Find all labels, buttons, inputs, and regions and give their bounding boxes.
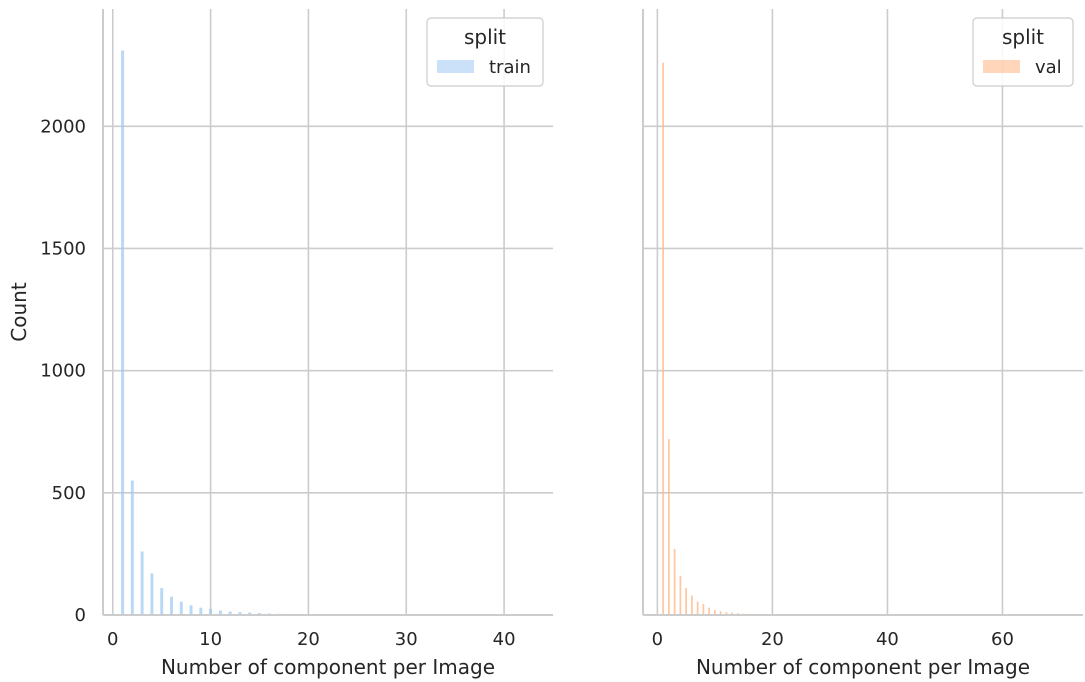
x-tick-label: 40 [493,629,516,650]
bar-train-12 [228,611,232,615]
bar-val-4 [679,575,682,615]
bar-val-1 [662,62,664,616]
bar-train-11 [218,610,222,615]
x-tick-label: 30 [395,629,418,650]
x-tick-label: 0 [107,629,118,650]
bar-train-1 [121,50,125,615]
x-axis-label: Number of component per Image [161,655,495,679]
legend-swatch-train [437,60,474,73]
x-axis-label: Number of component per Image [696,655,1030,679]
legend: split train [426,17,544,87]
x-tick-label: 40 [876,629,899,650]
legend-swatch-val [983,60,1020,73]
bar-val-7 [696,601,699,615]
bar-val-5 [685,588,687,615]
bar-train-13 [238,612,242,615]
bar-train-10 [209,608,213,615]
x-tick-label: 60 [991,629,1014,650]
x-tick-label: 0 [652,629,663,650]
y-axis-label: Count [7,282,31,342]
x-tick-label: 10 [199,629,222,650]
legend: split val [972,17,1074,87]
y-tick-label: 2000 [40,116,86,137]
chart-panel-1: 0 10 20 30 40 0 500 1000 1500 2000 Number of compo… [7,9,553,679]
bar-train-7 [179,601,183,615]
y-tick-label: 500 [52,483,86,504]
bar-train-2 [130,480,134,615]
y-tick-label: 1500 [40,238,86,259]
y-tick-label: 1000 [40,361,86,382]
bar-val-9 [708,607,711,615]
bar-train-6 [170,596,173,615]
bar-train-5 [160,588,164,615]
bar-val-8 [702,604,705,615]
bar-val-10 [714,610,716,615]
legend-title: split [464,25,506,49]
legend-title: split [1002,25,1044,49]
legend-label-val: val [1035,57,1062,78]
x-tick-label: 20 [761,629,784,650]
bar-train-14 [248,612,252,615]
bar-train-8 [189,605,193,615]
bar-train-4 [150,573,154,615]
legend-label-train: train [489,57,531,78]
bar-val-12 [725,612,728,615]
bar-val-6 [691,595,693,615]
bar-val-3 [673,549,676,615]
bar-val-2 [668,439,670,615]
bar-train-3 [140,551,144,615]
x-tick-label: 20 [297,629,320,650]
y-tick-label: 0 [75,605,86,626]
chart-panel-2: 0 20 40 60 Number of component per Image spli… [642,9,1083,679]
bar-train-9 [199,607,203,615]
bar-val-11 [719,611,722,615]
bar-val-13 [731,612,734,615]
